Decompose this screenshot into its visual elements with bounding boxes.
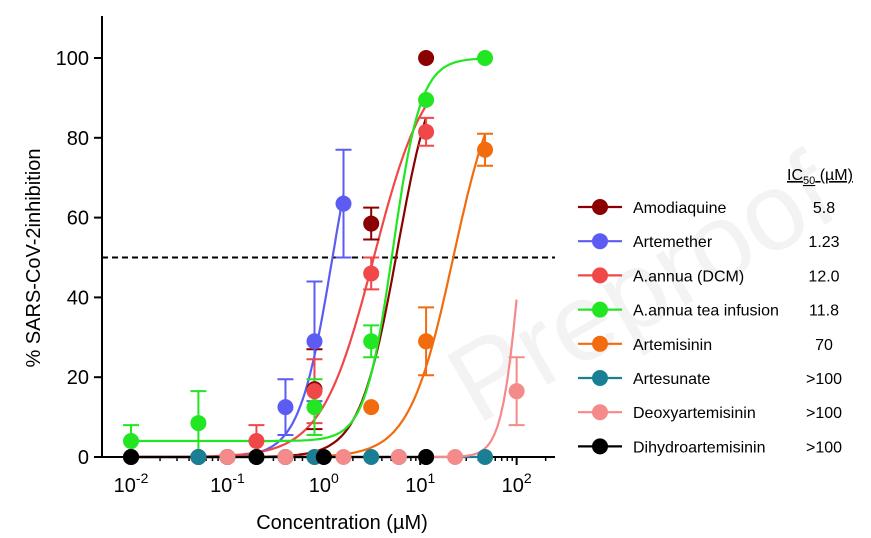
legend-marker-artesunate: [592, 370, 608, 386]
x-tick-label: 101: [405, 470, 435, 497]
fit-curve-a-annua-tea-infusion: [131, 57, 486, 443]
point-deoxyartemisinin: [390, 449, 407, 465]
y-tick-label: 0: [78, 447, 89, 469]
point-deoxyartemisinin: [508, 383, 525, 400]
point-a-annua-dcm: [306, 383, 323, 400]
x-axis-title: Concentration (µM): [256, 512, 428, 534]
legend-label-a-annua-dcm: A.annua (DCM): [633, 268, 744, 285]
legend-label-artesunate: Artesunate: [633, 371, 710, 388]
point-artemether: [335, 195, 352, 212]
y-tick-label: 40: [67, 287, 89, 309]
point-artemether: [277, 399, 294, 416]
fit-curve-artemether: [131, 193, 345, 459]
ic50-value-artemether: 1.23: [808, 234, 839, 251]
legend-label-deoxyartemisinin: Deoxyartemisinin: [633, 405, 756, 422]
point-amodiaquine: [418, 50, 435, 66]
point-amodiaquine: [363, 215, 380, 232]
point-deoxyartemisinin: [335, 449, 352, 465]
legend-marker-deoxyartemisinin: [592, 404, 608, 421]
point-artesunate: [477, 449, 494, 465]
y-axis-title: % SARS-CoV-2inhibition: [23, 149, 45, 368]
data-points: [123, 50, 525, 465]
point-deoxyartemisinin: [277, 449, 294, 465]
ic50-header: IC50 (µM): [787, 167, 853, 187]
point-dihydroartemisinin: [315, 449, 332, 465]
ic50-value-dihydroartemisinin: >100: [806, 439, 842, 456]
ic50-value-deoxyartemisinin: >100: [806, 405, 842, 422]
legend: IC50 (µM) Amodiaquine 5.8 Artemether 1.23 A.a…: [578, 167, 853, 456]
y-tick-label: 100: [56, 48, 89, 70]
x-tick-label: 10-2: [114, 470, 149, 497]
legend-marker-dihydroartemisinin: [592, 438, 608, 455]
legend-label-artemether: Artemether: [633, 234, 713, 251]
point-a-annua-tea-infusion: [363, 333, 380, 350]
y-tick-label: 60: [67, 208, 89, 230]
legend-label-artemisinin: Artemisinin: [633, 337, 712, 354]
point-a-annua-dcm: [363, 265, 380, 282]
y-tick-label: 80: [67, 128, 89, 150]
x-tick-label: 102: [502, 470, 532, 497]
point-artemether: [306, 333, 323, 350]
point-artesunate: [363, 449, 380, 465]
point-a-annua-dcm: [418, 123, 435, 140]
point-dihydroartemisinin: [123, 449, 140, 465]
ic50-value-artemisinin: 70: [815, 337, 833, 354]
legend-label-a-annua-tea-infusion: A.annua tea infusion: [633, 303, 779, 320]
legend-marker-a-annua-dcm: [592, 267, 608, 284]
ic50-value-amodiaquine: 5.8: [813, 200, 835, 217]
legend-label-amodiaquine: Amodiaquine: [633, 200, 727, 217]
point-a-annua-tea-infusion: [418, 91, 435, 108]
y-tick-label: 20: [67, 367, 89, 389]
legend-marker-artemether: [592, 233, 608, 250]
point-a-annua-tea-infusion: [190, 415, 207, 432]
legend-label-dihydroartemisinin: Dihydroartemisinin: [633, 439, 766, 456]
point-artemisinin: [363, 399, 380, 416]
point-artesunate: [190, 449, 207, 465]
ic50-value-a-annua-tea-infusion: 11.8: [809, 303, 839, 320]
legend-marker-amodiaquine: [592, 199, 608, 215]
point-dihydroartemisinin: [418, 449, 435, 465]
point-deoxyartemisinin: [447, 449, 464, 465]
x-tick-label: 10-1: [210, 470, 245, 497]
ic50-value-artesunate: >100: [806, 371, 842, 388]
point-a-annua-tea-infusion: [477, 50, 494, 66]
legend-marker-artemisinin: [592, 335, 608, 352]
point-a-annua-dcm: [248, 433, 265, 450]
point-a-annua-tea-infusion: [306, 399, 323, 416]
x-tick-label: 100: [309, 470, 339, 497]
point-a-annua-tea-infusion: [123, 433, 140, 450]
point-artemisinin: [418, 333, 435, 350]
point-artemisinin: [477, 141, 494, 158]
point-deoxyartemisinin: [219, 449, 236, 465]
point-dihydroartemisinin: [248, 449, 265, 465]
ic50-value-a-annua-dcm: 12.0: [808, 268, 839, 285]
legend-marker-a-annua-tea-infusion: [592, 301, 608, 318]
